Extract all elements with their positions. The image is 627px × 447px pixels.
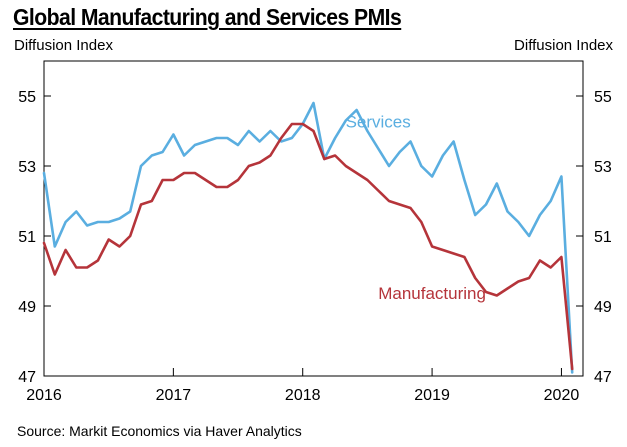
source-note: Source: Markit Economics via Haver Analy… — [17, 423, 302, 439]
y-tick-label-left: 55 — [18, 89, 36, 106]
y-tick-label-left: 53 — [18, 159, 36, 176]
series-line-manufacturing — [42, 122, 574, 371]
chart-title: Global Manufacturing and Services PMIs — [13, 4, 402, 30]
y-tick-label-right: 53 — [594, 159, 612, 176]
y-tick-label-right: 55 — [594, 89, 612, 106]
x-tick-label: 2020 — [544, 387, 580, 404]
y-tick-label-left: 47 — [18, 369, 36, 386]
y-tick-label-right: 47 — [594, 369, 612, 386]
x-tick-label: 2018 — [285, 387, 321, 404]
y-axis-label-left: Diffusion Index — [14, 37, 113, 54]
plot-frame — [43, 60, 584, 377]
x-tick-label: 2017 — [156, 387, 192, 404]
y-tick-label-right: 49 — [594, 299, 612, 316]
y-tick-label-left: 49 — [18, 299, 36, 316]
series-line-services — [42, 101, 574, 374]
x-tick-label: 2019 — [414, 387, 450, 404]
x-tick-label: 2016 — [26, 387, 62, 404]
series-annotation-services: Services — [346, 113, 411, 132]
y-tick-label-left: 51 — [18, 229, 36, 246]
y-tick-label-right: 51 — [594, 229, 612, 246]
series-annotation-manufacturing: Manufacturing — [378, 284, 486, 303]
y-axis-label-right: Diffusion Index — [514, 37, 613, 54]
